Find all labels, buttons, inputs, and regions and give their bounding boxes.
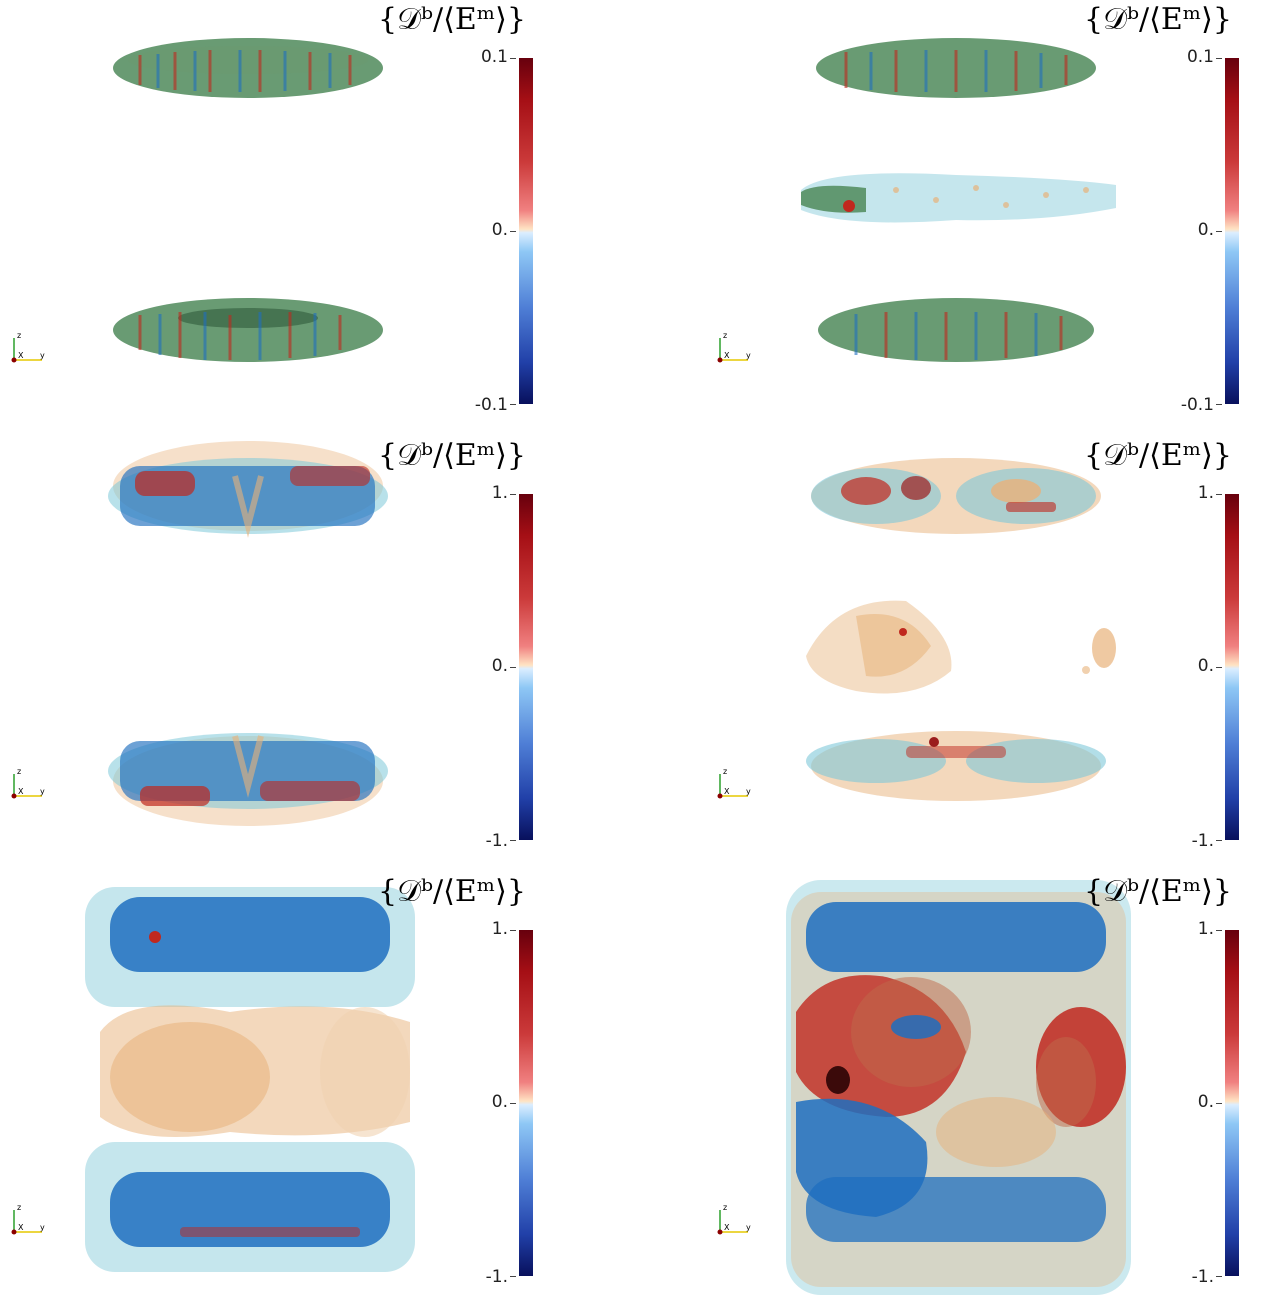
panel-middle-left: {𝒟ᵇ/⟨Eᵐ⟩} 1. 0. -1. z X y [0,436,631,866]
isosurface-render [85,887,415,1272]
colorbar-min-label: -0.1 [474,395,508,415]
colorbar-max-label: 0.1 [480,47,508,67]
colorbar [1225,494,1239,840]
axis-x-label: X [724,1223,730,1232]
colorbar-max-label: 0.1 [1186,47,1214,67]
axis-x-label: X [18,1223,24,1232]
orientation-axes-icon: z X y [11,767,45,799]
colorbar-min-label: -1. [1191,831,1214,851]
axis-z-label: z [723,331,727,340]
panel-middle-right: {𝒟ᵇ/⟨Eᵐ⟩} 1. 0. -1. z X y [706,436,1262,866]
colorbar-tick [1216,930,1222,931]
colorbar [519,494,533,840]
panel-bottom-left: {𝒟ᵇ/⟨Eᵐ⟩} 1. 0. -1. z X y [0,872,631,1302]
colorbar-tick [1216,231,1222,232]
panel-top-left: {𝒟ᵇ/⟨Eᵐ⟩} 0.1 0. -0.1 z X y [0,0,631,430]
axis-z-label: z [17,767,21,776]
isosurface-render [806,458,1116,801]
colorbar-tick [510,231,516,232]
orientation-axes-icon: z X y [717,767,751,799]
axis-y-label: y [746,351,751,360]
colorbar-tick [510,1276,516,1277]
colorbar-title: {𝒟ᵇ/⟨Eᵐ⟩} [1084,874,1232,909]
colorbar-tick [1216,494,1222,495]
colorbar-tick [1216,58,1222,59]
axis-z-label: z [723,1203,727,1212]
colorbar-max-label: 1. [1197,919,1214,939]
colorbar-min-label: -1. [1191,1267,1214,1287]
orientation-axes-icon: z X y [717,331,751,363]
colorbar-min-label: -0.1 [1180,395,1214,415]
colorbar-min-label: -1. [485,831,508,851]
colorbar-mid-label: 0. [1197,220,1214,240]
colorbar-title: {𝒟ᵇ/⟨Eᵐ⟩} [1084,438,1232,473]
isosurface-render [108,441,388,826]
colorbar-tick [510,667,516,668]
axis-x-label: X [724,351,730,360]
isosurface-render [786,880,1131,1295]
colorbar-tick [1216,404,1222,405]
axis-z-label: z [17,1203,21,1212]
colorbar [519,930,533,1276]
orientation-axes-icon: z X y [11,331,45,363]
colorbar-tick [510,840,516,841]
colorbar-tick [510,404,516,405]
colorbar-max-label: 1. [1197,483,1214,503]
colorbar-title: {𝒟ᵇ/⟨Eᵐ⟩} [378,2,526,37]
colorbar-title: {𝒟ᵇ/⟨Eᵐ⟩} [378,438,526,473]
colorbar-mid-label: 0. [1197,656,1214,676]
isosurface-render [113,38,383,362]
axis-x-label: X [724,787,730,796]
colorbar-tick [510,494,516,495]
axis-z-label: z [723,767,727,776]
colorbar-tick [1216,667,1222,668]
colorbar [1225,58,1239,404]
panel-top-right: {𝒟ᵇ/⟨Eᵐ⟩} 0.1 0. -0.1 z X y [706,0,1262,430]
axis-y-label: y [746,787,751,796]
colorbar-mid-label: 0. [491,656,508,676]
axis-z-label: z [17,331,21,340]
colorbar-tick [510,58,516,59]
axis-y-label: y [40,1223,45,1232]
axis-y-label: y [40,351,45,360]
colorbar-max-label: 1. [491,483,508,503]
colorbar [519,58,533,404]
orientation-axes-icon: z X y [717,1203,751,1235]
isosurface-render [801,38,1116,362]
colorbar-tick [510,1103,516,1104]
colorbar-mid-label: 0. [491,1092,508,1112]
colorbar-min-label: -1. [485,1267,508,1287]
colorbar-tick [1216,840,1222,841]
colorbar-tick [510,930,516,931]
colorbar-max-label: 1. [491,919,508,939]
colorbar-title: {𝒟ᵇ/⟨Eᵐ⟩} [378,874,526,909]
axis-y-label: y [746,1223,751,1232]
orientation-axes-icon: z X y [11,1203,45,1235]
colorbar [1225,930,1239,1276]
colorbar-tick [1216,1103,1222,1104]
colorbar-mid-label: 0. [1197,1092,1214,1112]
axis-x-label: X [18,351,24,360]
axis-x-label: X [18,787,24,796]
panel-bottom-right: {𝒟ᵇ/⟨Eᵐ⟩} 1. 0. -1. z X y [706,872,1262,1302]
colorbar-mid-label: 0. [491,220,508,240]
colorbar-title: {𝒟ᵇ/⟨Eᵐ⟩} [1084,2,1232,37]
colorbar-tick [1216,1276,1222,1277]
axis-y-label: y [40,787,45,796]
